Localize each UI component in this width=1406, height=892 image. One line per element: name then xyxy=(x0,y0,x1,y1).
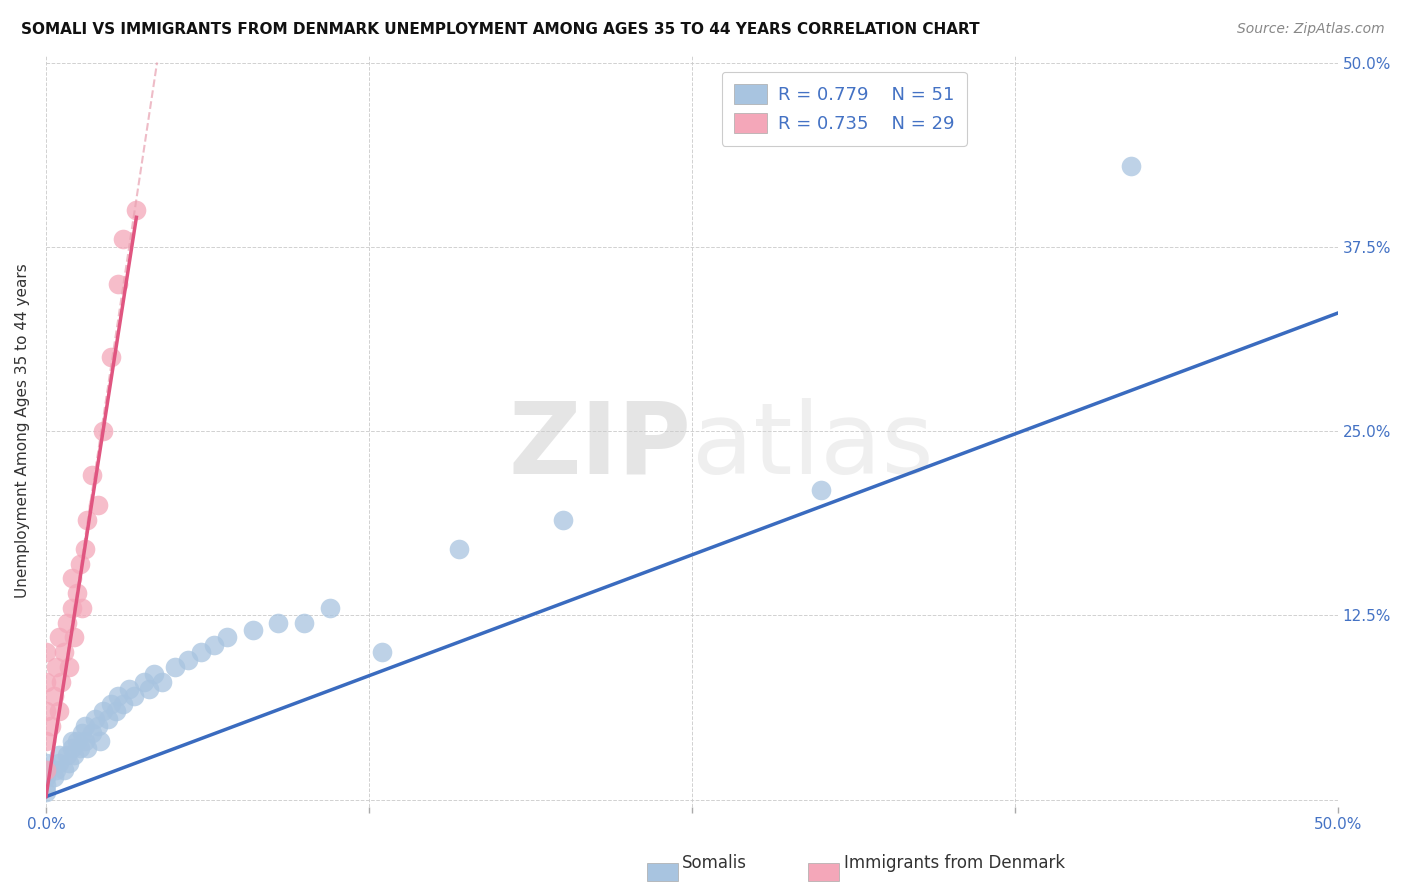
Point xyxy=(134,674,156,689)
Point xyxy=(63,748,86,763)
Point xyxy=(60,572,83,586)
Point xyxy=(91,424,114,438)
Point xyxy=(86,498,108,512)
Point xyxy=(35,733,58,747)
Point xyxy=(112,232,135,246)
Point xyxy=(48,631,70,645)
Point xyxy=(66,733,89,747)
Point xyxy=(35,704,58,718)
Point xyxy=(35,674,58,689)
Point xyxy=(449,541,471,556)
Point xyxy=(267,615,290,630)
Point xyxy=(35,785,58,799)
Point xyxy=(53,763,76,777)
Point xyxy=(73,733,96,747)
Point xyxy=(45,660,67,674)
Text: SOMALI VS IMMIGRANTS FROM DENMARK UNEMPLOYMENT AMONG AGES 35 TO 44 YEARS CORRELA: SOMALI VS IMMIGRANTS FROM DENMARK UNEMPL… xyxy=(21,22,980,37)
Point xyxy=(104,704,127,718)
Text: Immigrants from Denmark: Immigrants from Denmark xyxy=(844,855,1064,872)
Point xyxy=(100,351,122,365)
Point xyxy=(35,756,58,770)
Point xyxy=(35,645,58,659)
Point xyxy=(76,512,98,526)
Point xyxy=(143,667,166,681)
Point xyxy=(125,202,148,217)
Point xyxy=(35,763,58,777)
Point xyxy=(42,690,65,704)
Point xyxy=(45,763,67,777)
Point xyxy=(58,660,80,674)
Point xyxy=(100,697,122,711)
Point xyxy=(48,748,70,763)
Point xyxy=(60,733,83,747)
Point xyxy=(70,601,93,615)
Point xyxy=(82,468,104,483)
Point xyxy=(35,763,58,777)
Point xyxy=(177,652,200,666)
Point xyxy=(86,719,108,733)
Point xyxy=(60,741,83,756)
Point xyxy=(60,601,83,615)
Point xyxy=(91,704,114,718)
Text: ZIP: ZIP xyxy=(509,398,692,494)
Point xyxy=(319,601,342,615)
Point xyxy=(35,771,58,785)
Point xyxy=(69,557,91,571)
Y-axis label: Unemployment Among Ages 35 to 44 years: Unemployment Among Ages 35 to 44 years xyxy=(15,264,30,599)
Point xyxy=(69,741,91,756)
Point xyxy=(48,756,70,770)
Point xyxy=(73,541,96,556)
Text: Somalis: Somalis xyxy=(682,855,747,872)
Point xyxy=(117,681,139,696)
Point xyxy=(39,719,62,733)
Point xyxy=(42,771,65,785)
Point xyxy=(551,512,574,526)
Text: atlas: atlas xyxy=(692,398,934,494)
Point xyxy=(242,623,264,637)
Point xyxy=(190,645,212,659)
Point xyxy=(107,277,129,291)
Point xyxy=(810,483,832,497)
Point xyxy=(97,712,120,726)
Point xyxy=(215,631,238,645)
Point xyxy=(84,712,107,726)
Point xyxy=(66,586,89,600)
Point xyxy=(112,697,135,711)
Legend: R = 0.779    N = 51, R = 0.735    N = 29: R = 0.779 N = 51, R = 0.735 N = 29 xyxy=(721,71,967,145)
Text: Source: ZipAtlas.com: Source: ZipAtlas.com xyxy=(1237,22,1385,37)
Point xyxy=(138,681,160,696)
Point xyxy=(165,660,187,674)
Point xyxy=(58,756,80,770)
Point xyxy=(53,645,76,659)
Point xyxy=(82,726,104,740)
Point xyxy=(51,674,73,689)
Point xyxy=(35,778,58,792)
Point xyxy=(73,719,96,733)
Point xyxy=(371,645,394,659)
Point xyxy=(63,631,86,645)
Point xyxy=(48,704,70,718)
Point xyxy=(70,726,93,740)
Point xyxy=(122,690,145,704)
Point xyxy=(55,615,77,630)
Point xyxy=(55,748,77,763)
Point xyxy=(150,674,173,689)
Point xyxy=(89,733,111,747)
Point xyxy=(76,741,98,756)
Point xyxy=(202,638,225,652)
Point xyxy=(1119,159,1142,173)
Point xyxy=(292,615,315,630)
Point xyxy=(107,690,129,704)
